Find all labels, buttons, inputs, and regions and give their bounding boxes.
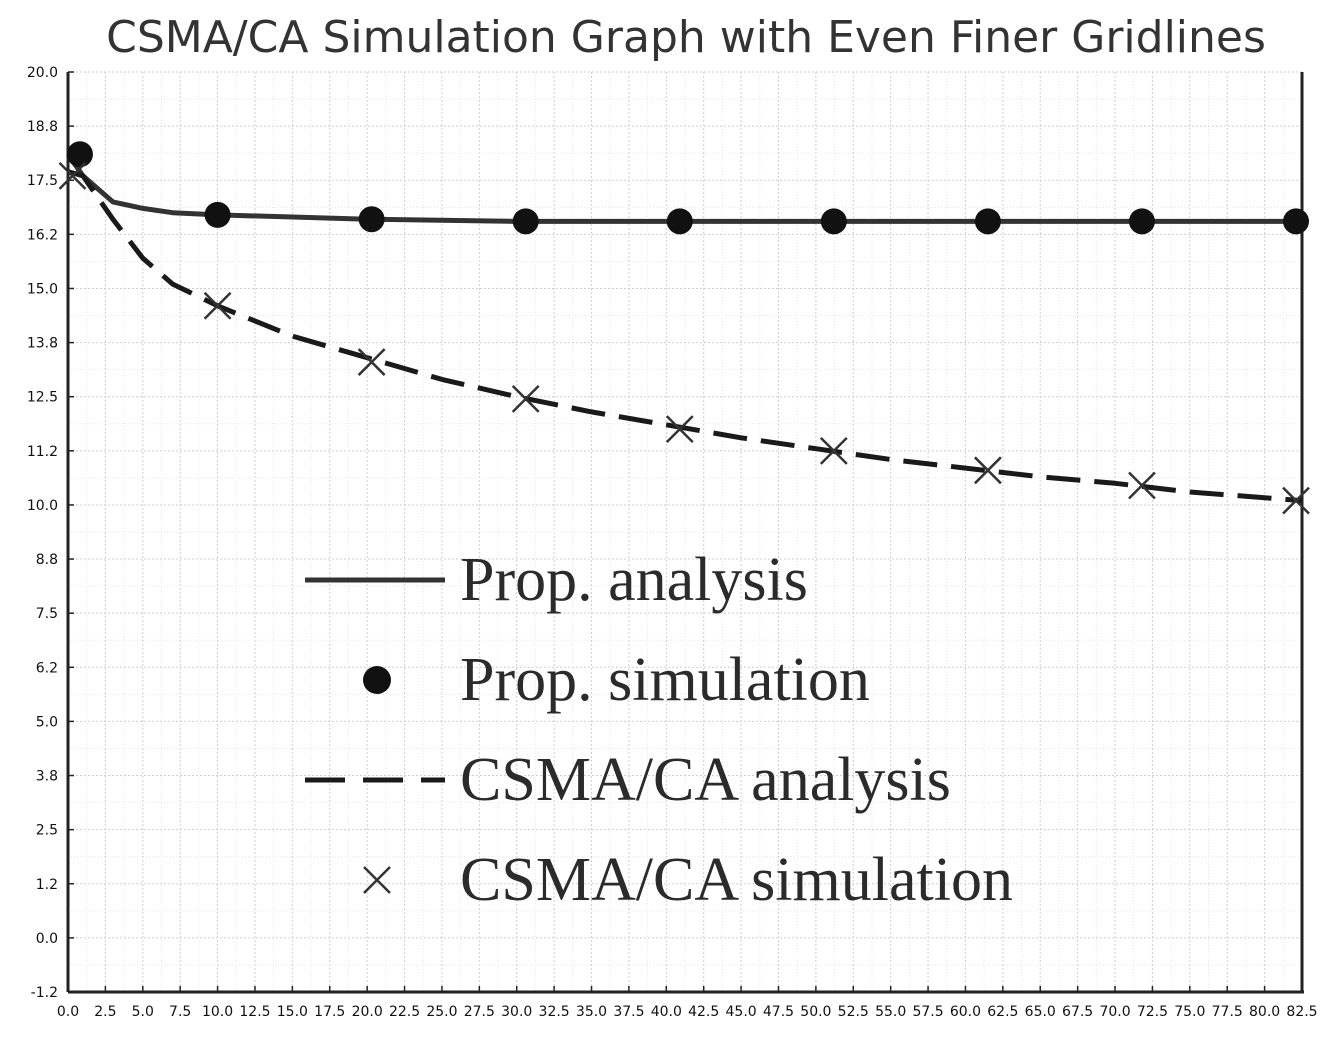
- y-tick-label: -1.2: [31, 985, 58, 1001]
- legend-label: CSMA/CA simulation: [460, 846, 1013, 914]
- series-lines: [65, 152, 1303, 504]
- x-tick-label: 30.0: [501, 1004, 532, 1020]
- y-tick-label: 11.2: [27, 444, 58, 460]
- legend-x-marker: [363, 866, 391, 894]
- csma-ca-simulation-point: [819, 436, 848, 465]
- x-tick-label: 17.5: [314, 1004, 345, 1020]
- x-tick-label: 77.5: [1212, 1004, 1243, 1020]
- prop-simulation-point: [358, 206, 385, 233]
- x-tick-label: 82.5: [1286, 1004, 1317, 1020]
- csma-ca-simulation-point: [203, 291, 232, 320]
- csma-ca-simulation-point: [511, 384, 540, 413]
- y-tick-label: 0.0: [36, 931, 58, 947]
- csma-ca-simulation-point: [1282, 486, 1310, 515]
- x-tick-label: 5.0: [132, 1004, 154, 1020]
- x-tick-label: 15.0: [277, 1004, 308, 1020]
- y-tick-label: 10.0: [27, 498, 58, 514]
- y-tick-label: 8.8: [36, 552, 58, 568]
- legend-label: CSMA/CA analysis: [460, 746, 951, 814]
- y-tick-label: 2.5: [36, 823, 58, 839]
- x-tick-label: 7.5: [169, 1004, 191, 1020]
- legend: Prop. analysis Prop. simulation CSMA/CA an…: [305, 546, 1013, 914]
- x-tick-label: 22.5: [389, 1004, 420, 1020]
- legend-circle-marker: [363, 666, 391, 694]
- x-tick-label: 72.5: [1137, 1004, 1168, 1020]
- x-tick-label: 27.5: [464, 1004, 495, 1020]
- csma-ca-simulation-point: [1128, 471, 1156, 500]
- csma-ca-analysis-line: [67, 169, 1303, 504]
- x-tick-label: 45.0: [726, 1004, 757, 1020]
- prop-simulation-point: [66, 141, 93, 168]
- x-tick-label: 55.0: [875, 1004, 906, 1020]
- y-tick-label: 20.0: [27, 65, 58, 81]
- y-tick-label: 16.2: [27, 227, 58, 243]
- legend-item: Prop. analysis: [305, 546, 808, 614]
- x-tick-label: 35.0: [576, 1004, 607, 1020]
- y-tick-label: 7.5: [36, 606, 58, 622]
- csma-ca-simulation-point: [58, 162, 87, 190]
- prop-simulation-point: [204, 201, 231, 228]
- legend-label: Prop. analysis: [460, 546, 808, 614]
- x-tick-label: 10.0: [202, 1004, 233, 1020]
- prop-simulation-point: [666, 208, 693, 235]
- tick-labels: 0.0 2.5 5.0 7.5 10.0 12.5 15.0 17.5 20.0 22.5 25.0…: [27, 65, 1318, 1020]
- x-tick-label: 62.5: [987, 1004, 1018, 1020]
- x-tick-label: 65.0: [1025, 1004, 1056, 1020]
- csma-ca-simulation-point: [665, 415, 694, 444]
- x-tick-label: 47.5: [763, 1004, 794, 1020]
- y-tick-label: 3.8: [36, 769, 58, 785]
- legend-item: CSMA/CA simulation: [363, 846, 1013, 914]
- y-tick-label: 13.8: [27, 336, 58, 352]
- x-tick-label: 25.0: [426, 1004, 457, 1020]
- prop-simulation-point: [820, 208, 847, 235]
- y-tick-label: 18.8: [27, 119, 58, 135]
- y-tick-label: 15.0: [27, 281, 58, 297]
- y-tick-label: 1.2: [36, 877, 58, 893]
- prop-simulation-point: [974, 208, 1001, 235]
- x-tick-label: 37.5: [613, 1004, 644, 1020]
- y-tick-label: 17.5: [27, 173, 58, 189]
- x-tick-label: 2.5: [94, 1004, 116, 1020]
- csma-ca-simulation-point: [357, 348, 386, 376]
- x-tick-label: 70.0: [1099, 1004, 1130, 1020]
- x-tick-label: 0.0: [57, 1004, 79, 1020]
- prop-analysis-line: [65, 152, 1302, 224]
- x-tick-label: 40.0: [651, 1004, 682, 1020]
- series-markers: [58, 141, 1310, 515]
- x-tick-label: 50.0: [800, 1004, 831, 1020]
- prop-simulation-point: [1128, 208, 1155, 235]
- y-tick-label: 5.0: [36, 714, 58, 730]
- chart-title: CSMA/CA Simulation Graph with Even Finer…: [106, 12, 1266, 63]
- prop-simulation-point: [1283, 208, 1310, 235]
- x-tick-label: 42.5: [688, 1004, 719, 1020]
- csma-ca-simulation-point: [974, 456, 1002, 485]
- legend-item: CSMA/CA analysis: [305, 746, 951, 814]
- x-tick-label: 12.5: [239, 1004, 270, 1020]
- legend-item: Prop. simulation: [363, 646, 870, 714]
- prop-simulation-point: [512, 208, 539, 235]
- y-tick-label: 12.5: [27, 390, 58, 406]
- legend-label: Prop. simulation: [460, 646, 870, 714]
- x-tick-label: 60.0: [950, 1004, 981, 1020]
- x-tick-label: 57.5: [912, 1004, 943, 1020]
- x-tick-label: 52.5: [838, 1004, 869, 1020]
- x-tick-label: 80.0: [1249, 1004, 1280, 1020]
- x-tick-label: 20.0: [352, 1004, 383, 1020]
- y-tick-label: 6.2: [36, 660, 58, 676]
- x-tick-label: 32.5: [539, 1004, 570, 1020]
- x-tick-label: 67.5: [1062, 1004, 1093, 1020]
- x-tick-label: 75.0: [1174, 1004, 1205, 1020]
